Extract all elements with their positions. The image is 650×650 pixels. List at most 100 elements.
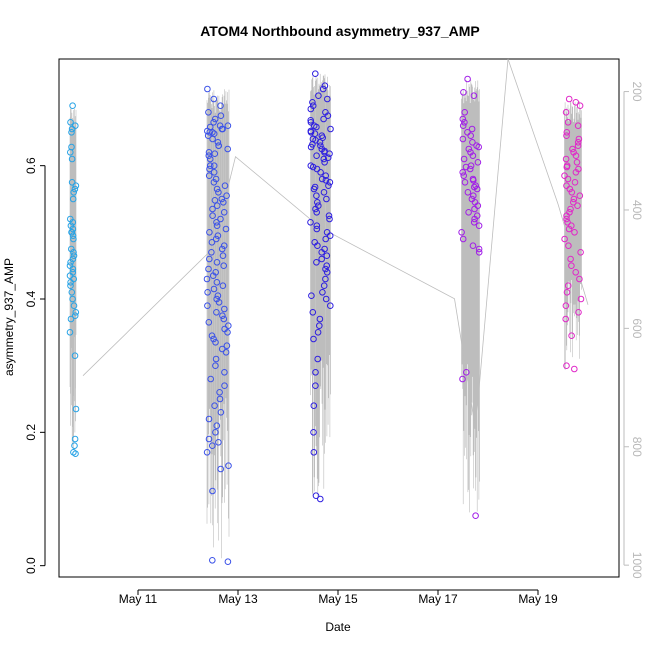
point-c3-13 (475, 143, 483, 151)
point-c4-53 (571, 365, 578, 373)
point-c4-29 (574, 202, 581, 209)
point-c1-30 (205, 172, 213, 179)
point-c1-33 (221, 182, 229, 189)
point-c0-43 (71, 442, 78, 450)
point-c1-14 (206, 129, 213, 136)
point-c2-81 (310, 335, 317, 343)
point-c1-31 (212, 175, 220, 183)
point-c1-91 (216, 395, 224, 403)
point-c2-55 (307, 219, 314, 226)
point-c1-40 (213, 202, 221, 209)
point-c4-47 (577, 295, 585, 303)
point-c1-102 (217, 465, 224, 473)
point-c0-36 (72, 309, 80, 316)
point-c1-6 (210, 119, 217, 126)
point-c1-63 (213, 279, 221, 286)
y2-tick-label-2: 600 (630, 318, 644, 338)
point-c1-56 (206, 255, 213, 263)
point-c1-59 (205, 265, 212, 273)
point-c0-40 (71, 352, 79, 360)
point-c1-1 (210, 95, 218, 103)
point-c3-22 (459, 169, 467, 176)
y2-tick-label-3: 800 (630, 437, 644, 457)
point-c4-6 (563, 129, 571, 136)
point-c1-90 (216, 389, 223, 396)
point-c0-19 (69, 232, 77, 239)
y2-tick-label-1: 400 (630, 200, 644, 220)
point-c3-3 (461, 109, 469, 116)
point-c1-49 (214, 232, 222, 239)
point-c2-4 (324, 95, 331, 103)
point-c2-88 (312, 492, 320, 500)
point-c2-26 (307, 143, 315, 151)
point-c0-16 (69, 225, 77, 233)
point-c2-60 (322, 235, 330, 243)
point-c1-93 (217, 409, 225, 416)
point-c3-23 (460, 172, 468, 179)
point-c2-33 (320, 155, 328, 163)
chart-title: ATOM4 Northbound asymmetry_937_AMP (200, 23, 480, 39)
point-c1-0 (204, 85, 211, 93)
point-c3-2 (470, 92, 478, 99)
point-c2-72 (320, 282, 328, 290)
point-c1-7 (224, 122, 232, 129)
point-c2-32 (324, 154, 332, 161)
point-c4-52 (563, 362, 570, 370)
point-c2-70 (323, 269, 331, 276)
point-c4-42 (568, 262, 575, 270)
point-c2-34 (321, 159, 328, 166)
point-c4-19 (572, 169, 580, 176)
point-c4-38 (561, 235, 568, 243)
y-tick-label-2: 0.4 (24, 290, 38, 307)
point-c2-3 (315, 92, 322, 99)
point-c2-15 (327, 125, 334, 133)
point-c0-45 (72, 450, 79, 458)
point-c2-69 (322, 265, 329, 273)
point-c2-48 (323, 195, 330, 203)
point-c2-49 (314, 199, 321, 206)
point-c1-39 (220, 199, 227, 206)
point-c3-41 (458, 229, 465, 236)
point-c1-95 (213, 422, 221, 430)
point-c1-87 (221, 369, 228, 376)
point-c1-97 (205, 435, 213, 443)
point-c0-7 (68, 155, 76, 163)
point-c3-27 (472, 182, 480, 189)
point-c1-53 (218, 245, 226, 253)
point-c3-16 (469, 152, 477, 159)
point-c3-18 (474, 159, 482, 166)
point-c0-15 (67, 222, 75, 229)
points-layer (66, 70, 585, 566)
point-c1-83 (218, 345, 226, 353)
spike-band-3 (461, 79, 480, 513)
point-c2-89 (317, 495, 324, 503)
point-c1-70 (204, 302, 211, 310)
point-c2-53 (325, 212, 333, 219)
point-c3-21 (466, 165, 474, 173)
point-c0-22 (70, 249, 77, 256)
point-c2-77 (309, 309, 317, 316)
point-c1-35 (215, 189, 222, 196)
point-c2-86 (310, 429, 317, 436)
point-c2-65 (323, 252, 331, 259)
x-tick-label-2: May 15 (318, 592, 358, 606)
point-c1-105 (224, 558, 232, 566)
point-c3-38 (471, 215, 478, 223)
point-c4-27 (570, 195, 578, 203)
point-c2-2 (319, 85, 327, 93)
gray-series-line (82, 58, 589, 430)
point-c3-14 (465, 145, 473, 153)
point-c3-42 (459, 235, 467, 243)
point-c2-73 (319, 289, 326, 296)
point-c0-4 (68, 129, 75, 136)
point-c3-48 (472, 512, 479, 520)
point-c4-41 (567, 255, 574, 263)
point-c2-40 (318, 175, 326, 183)
point-c2-0 (312, 70, 319, 77)
point-c4-0 (565, 95, 573, 103)
point-c1-21 (224, 145, 231, 153)
point-c4-46 (563, 289, 571, 296)
point-c1-71 (221, 305, 228, 313)
point-c3-46 (463, 369, 470, 376)
